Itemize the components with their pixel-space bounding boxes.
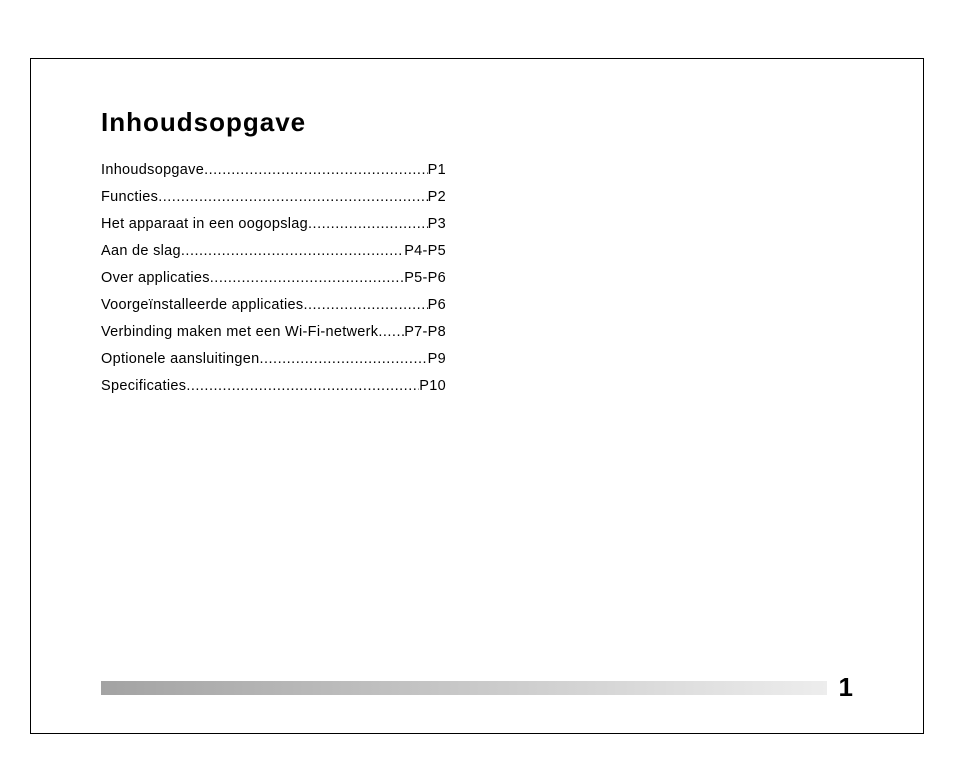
toc-page: P7-P8 — [404, 324, 446, 340]
toc-label: Aan de slag — [101, 243, 181, 259]
toc-leader: ........................................… — [378, 324, 404, 340]
document-page: Inhoudsopgave Inhoudsopgave ............… — [0, 0, 954, 764]
toc-page: P6 — [428, 297, 446, 313]
toc-entry: Optionele aansluitingen ................… — [101, 351, 446, 367]
footer-gradient-bar — [101, 681, 827, 695]
toc-entry: Verbinding maken met een Wi-Fi-netwerk .… — [101, 324, 446, 340]
toc-label: Verbinding maken met een Wi-Fi-netwerk — [101, 324, 378, 340]
toc-page: P10 — [419, 378, 446, 394]
toc-leader: ........................................… — [210, 270, 404, 286]
toc-entry: Functies ...............................… — [101, 189, 446, 205]
toc-page: P9 — [428, 351, 446, 367]
page-title: Inhoudsopgave — [101, 107, 853, 138]
toc-label: Optionele aansluitingen — [101, 351, 259, 367]
toc-page: P2 — [428, 189, 446, 205]
toc-page: P5-P6 — [404, 270, 446, 286]
toc-leader: ........................................… — [181, 243, 404, 259]
toc-entry: Inhoudsopgave ..........................… — [101, 162, 446, 178]
page-number: 1 — [839, 672, 853, 703]
toc-leader: ........................................… — [204, 162, 428, 178]
toc-leader: ........................................… — [186, 378, 419, 394]
toc-label: Het apparaat in een oogopslag — [101, 216, 308, 232]
toc-leader: ........................................… — [303, 297, 427, 313]
toc-entry: Aan de slag ............................… — [101, 243, 446, 259]
page-frame: Inhoudsopgave Inhoudsopgave ............… — [30, 58, 924, 734]
toc-entry: Specificaties ..........................… — [101, 378, 446, 394]
toc-page: P3 — [428, 216, 446, 232]
toc-entry: Het apparaat in een oogopslag ..........… — [101, 216, 446, 232]
table-of-contents: Inhoudsopgave ..........................… — [101, 162, 853, 394]
toc-entry: Over applicaties .......................… — [101, 270, 446, 286]
toc-page: P4-P5 — [404, 243, 446, 259]
toc-leader: ........................................… — [259, 351, 427, 367]
toc-label: Functies — [101, 189, 158, 205]
toc-entry: Voorgeïnstalleerde applicaties .........… — [101, 297, 446, 313]
toc-label: Inhoudsopgave — [101, 162, 204, 178]
toc-label: Specificaties — [101, 378, 186, 394]
toc-label: Voorgeïnstalleerde applicaties — [101, 297, 303, 313]
toc-leader: ........................................… — [158, 189, 427, 205]
toc-page: P1 — [428, 162, 446, 178]
toc-leader: ........................................… — [308, 216, 428, 232]
toc-label: Over applicaties — [101, 270, 210, 286]
